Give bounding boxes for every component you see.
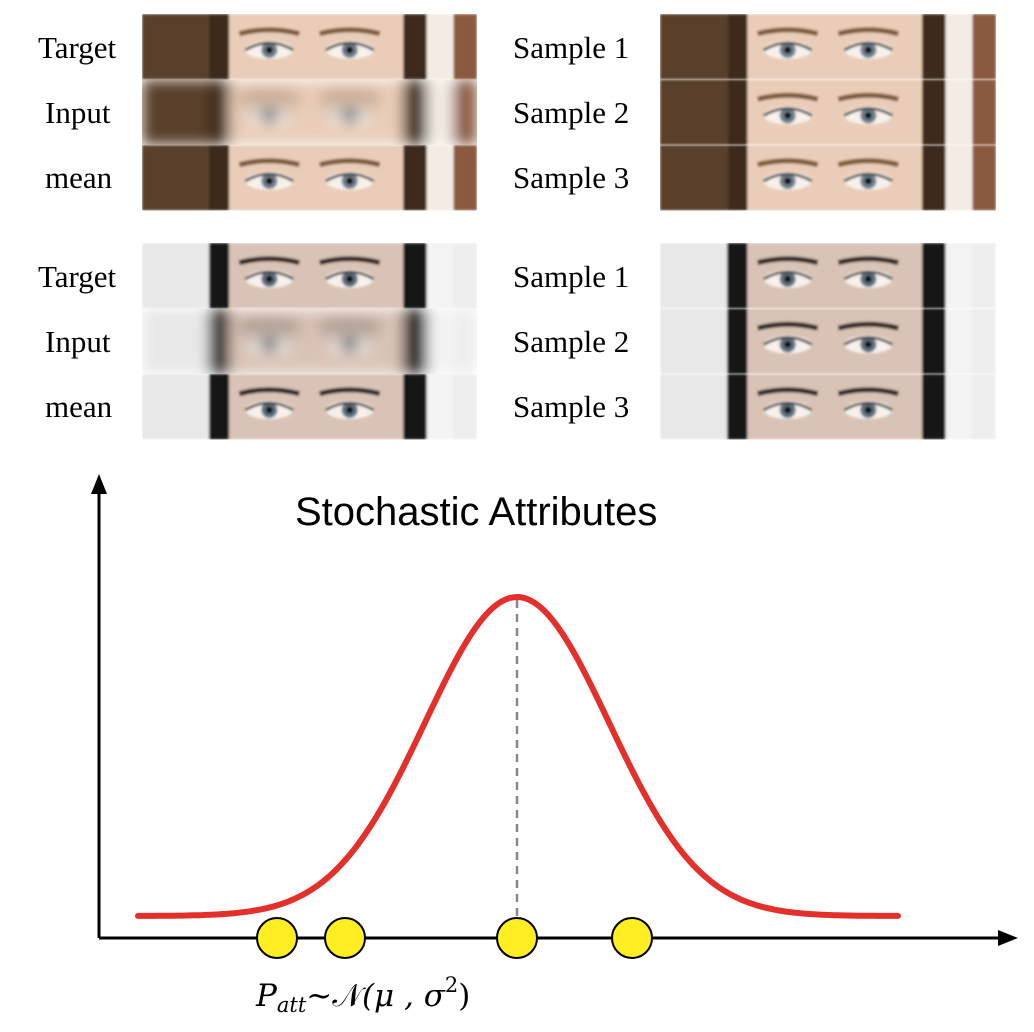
label-mean-1: mean: [45, 160, 113, 195]
formula-tilde: ~: [306, 978, 333, 1014]
sample-point-4: [611, 917, 653, 959]
strip-input-1: [142, 79, 477, 145]
formula-n: 𝒩: [332, 978, 362, 1014]
strip-sample1-2: [660, 243, 996, 309]
plot-axes: [91, 474, 1018, 946]
strip-mean-2: [142, 374, 477, 440]
strip-mean-1: [142, 145, 477, 211]
strip-sample2-2: [660, 308, 996, 374]
strip-sample3-2: [660, 374, 996, 440]
strip-input-2: [142, 308, 477, 374]
label-sample2-1: Sample 2: [513, 95, 630, 130]
y-axis-arrow: [91, 474, 107, 494]
sample-point-1: [256, 917, 298, 959]
sample-points: [256, 917, 653, 959]
label-input-2: Input: [45, 324, 111, 359]
strip-target-2: [142, 243, 477, 309]
strip-sample3-1: [660, 145, 996, 211]
plot-title: Stochastic Attributes: [295, 490, 658, 534]
label-sample2-2: Sample 2: [513, 324, 630, 359]
strip-sample1-1: [660, 14, 996, 80]
strip-sample2-1: [660, 79, 996, 145]
sample-point-3: [496, 917, 538, 959]
formula-args: (μ , σ: [361, 978, 445, 1014]
formula-p: P: [256, 978, 277, 1014]
label-target-2: Target: [38, 259, 117, 294]
gaussian-curve: [135, 593, 901, 919]
strip-target-1: [142, 14, 477, 80]
formula-sub: att: [276, 993, 307, 1017]
label-mean-2: mean: [45, 389, 113, 424]
label-sample3-2: Sample 3: [513, 389, 630, 424]
sample-point-2: [324, 917, 366, 959]
label-sample1-1: Sample 1: [513, 30, 630, 65]
label-sample1-2: Sample 1: [513, 259, 630, 294]
distribution-formula: Patt~𝒩(μ , σ2): [256, 975, 470, 1016]
label-input-1: Input: [45, 95, 111, 130]
x-axis-arrow: [998, 930, 1018, 946]
formula-close: ): [458, 978, 471, 1014]
label-sample3-1: Sample 3: [513, 160, 630, 195]
label-target-1: Target: [38, 30, 117, 65]
formula-exp: 2: [444, 973, 459, 997]
